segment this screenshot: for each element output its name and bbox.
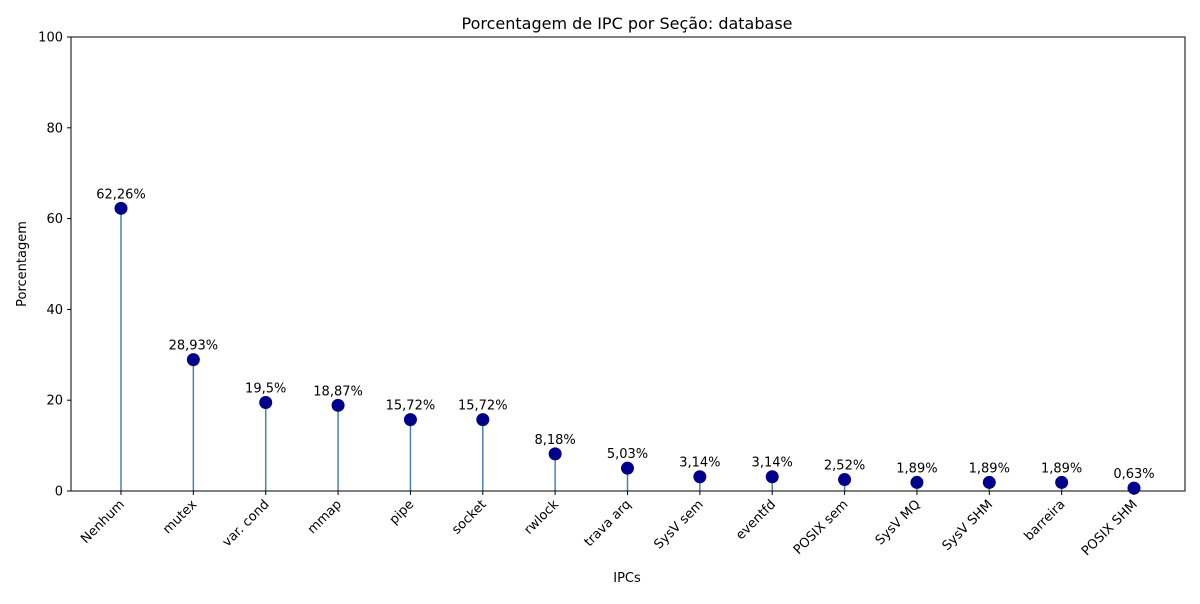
- data-label-9: 3,14%: [752, 456, 793, 471]
- x-tick-label-9: eventfd: [733, 497, 779, 543]
- data-label-11: 1,89%: [896, 461, 937, 476]
- data-label-14: 0,63%: [1113, 467, 1154, 482]
- marker-9: [765, 470, 779, 484]
- x-tick-label-10: POSIX sem: [791, 497, 852, 558]
- x-tick-label-14: POSIX SHM: [1079, 497, 1141, 559]
- y-tick-label-5: 100: [38, 31, 63, 46]
- x-tick-label-8: SysV sem: [651, 497, 706, 552]
- x-tick-label-12: SysV SHM: [940, 497, 997, 554]
- data-label-7: 5,03%: [607, 447, 648, 462]
- marker-2: [259, 395, 273, 409]
- marker-4: [403, 413, 417, 427]
- data-label-10: 2,52%: [824, 459, 865, 474]
- data-label-0: 62,26%: [96, 187, 146, 202]
- y-tick-label-3: 60: [46, 212, 63, 227]
- marker-5: [476, 413, 490, 427]
- y-axis-title: Porcentagem: [15, 221, 30, 307]
- marker-8: [693, 470, 707, 484]
- x-tick-label-3: mmap: [305, 497, 345, 537]
- marker-7: [621, 461, 634, 475]
- x-tick-label-7: trava arq: [582, 497, 635, 550]
- plot-frame: [70, 36, 1186, 492]
- data-label-8: 3,14%: [679, 456, 720, 471]
- plot-area: 0 20 40 60 80 100 Nenhum mutex var. cond mmap pipe…: [38, 31, 1186, 559]
- marker-6: [548, 447, 562, 461]
- x-tick-label-6: rwlock: [522, 497, 563, 538]
- x-tick-label-2: var. cond: [220, 497, 273, 550]
- marker-14: [1127, 481, 1141, 495]
- x-tick-label-13: barreira: [1022, 497, 1069, 544]
- x-tick-label-4: pipe: [387, 497, 417, 527]
- y-tick-label-0: 0: [55, 485, 63, 500]
- data-label-1: 28,93%: [169, 339, 219, 354]
- data-label-6: 8,18%: [534, 433, 575, 448]
- chart-title: Porcentagem de IPC por Seção: database: [462, 14, 793, 33]
- y-tick-label-1: 20: [46, 394, 63, 409]
- x-tick-label-0: Nenhum: [78, 497, 128, 547]
- y-tick-label-4: 80: [46, 121, 63, 136]
- data-label-3: 18,87%: [313, 384, 363, 399]
- marker-13: [1055, 475, 1069, 489]
- y-tick-label-2: 40: [46, 303, 63, 318]
- marker-1: [186, 353, 200, 367]
- marker-10: [838, 473, 852, 487]
- data-label-2: 19,5%: [245, 381, 286, 396]
- marker-12: [982, 475, 996, 489]
- data-label-5: 15,72%: [458, 399, 508, 414]
- x-axis-title: IPCs: [613, 571, 641, 586]
- data-label-4: 15,72%: [386, 399, 436, 414]
- x-tick-label-5: socket: [449, 497, 489, 537]
- marker-0: [114, 201, 128, 215]
- data-label-13: 1,89%: [1041, 461, 1082, 476]
- x-tick-label-1: mutex: [160, 497, 200, 537]
- x-tick-label-11: SysV MQ: [873, 497, 924, 548]
- data-label-12: 1,89%: [969, 461, 1010, 476]
- marker-3: [331, 398, 345, 412]
- marker-11: [910, 475, 924, 489]
